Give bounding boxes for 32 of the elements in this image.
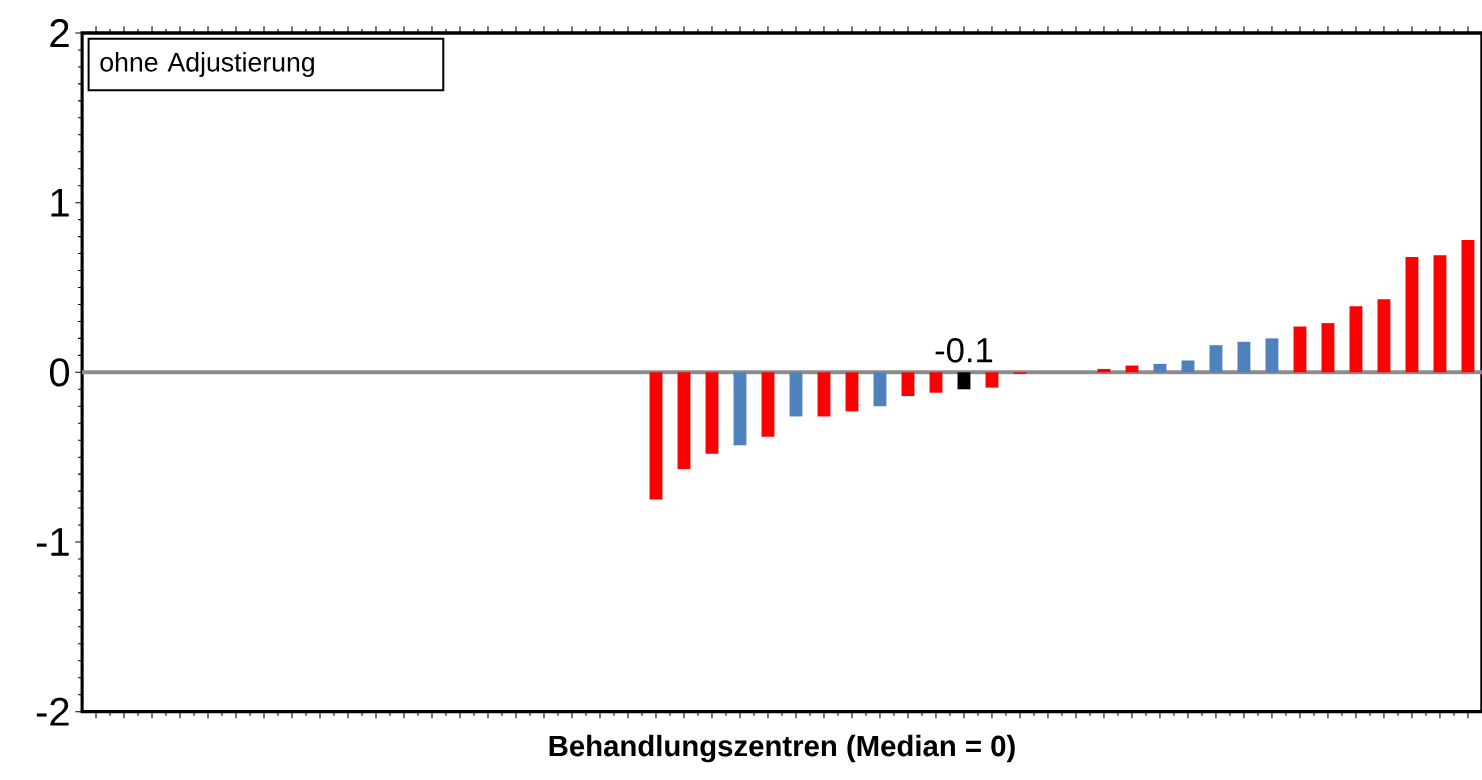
bar (789, 372, 803, 417)
annotation: ohne Adjustierung (100, 52, 314, 78)
bar (957, 372, 971, 390)
bar (705, 372, 719, 454)
bar (1265, 338, 1279, 373)
x-axis-title: Behandlungszentren (Median = 0) (549, 735, 1015, 763)
bar (901, 372, 915, 397)
bar (1209, 345, 1223, 373)
bar (1181, 360, 1195, 373)
bar (761, 372, 775, 437)
bar (845, 372, 859, 412)
y-tick-label: 2 (50, 19, 69, 48)
y-tick-label: 1 (51, 189, 69, 217)
y-tick-label: -1 (36, 528, 69, 556)
data-label: -0.1 (935, 338, 993, 363)
bar (1293, 326, 1307, 373)
bar (873, 372, 887, 407)
bar (817, 372, 831, 417)
bar (1349, 306, 1363, 373)
bar (985, 372, 999, 388)
bar (649, 372, 663, 500)
y-tick-label: 0 (49, 358, 70, 387)
bar (733, 372, 747, 446)
bar (1237, 341, 1251, 373)
y-tick-label: -2 (36, 697, 69, 726)
bar (1405, 257, 1419, 373)
bar (1433, 255, 1447, 373)
bar (1461, 240, 1475, 373)
bar (929, 372, 943, 393)
bar (1321, 323, 1335, 373)
bar (1377, 299, 1391, 373)
bar (677, 372, 691, 470)
